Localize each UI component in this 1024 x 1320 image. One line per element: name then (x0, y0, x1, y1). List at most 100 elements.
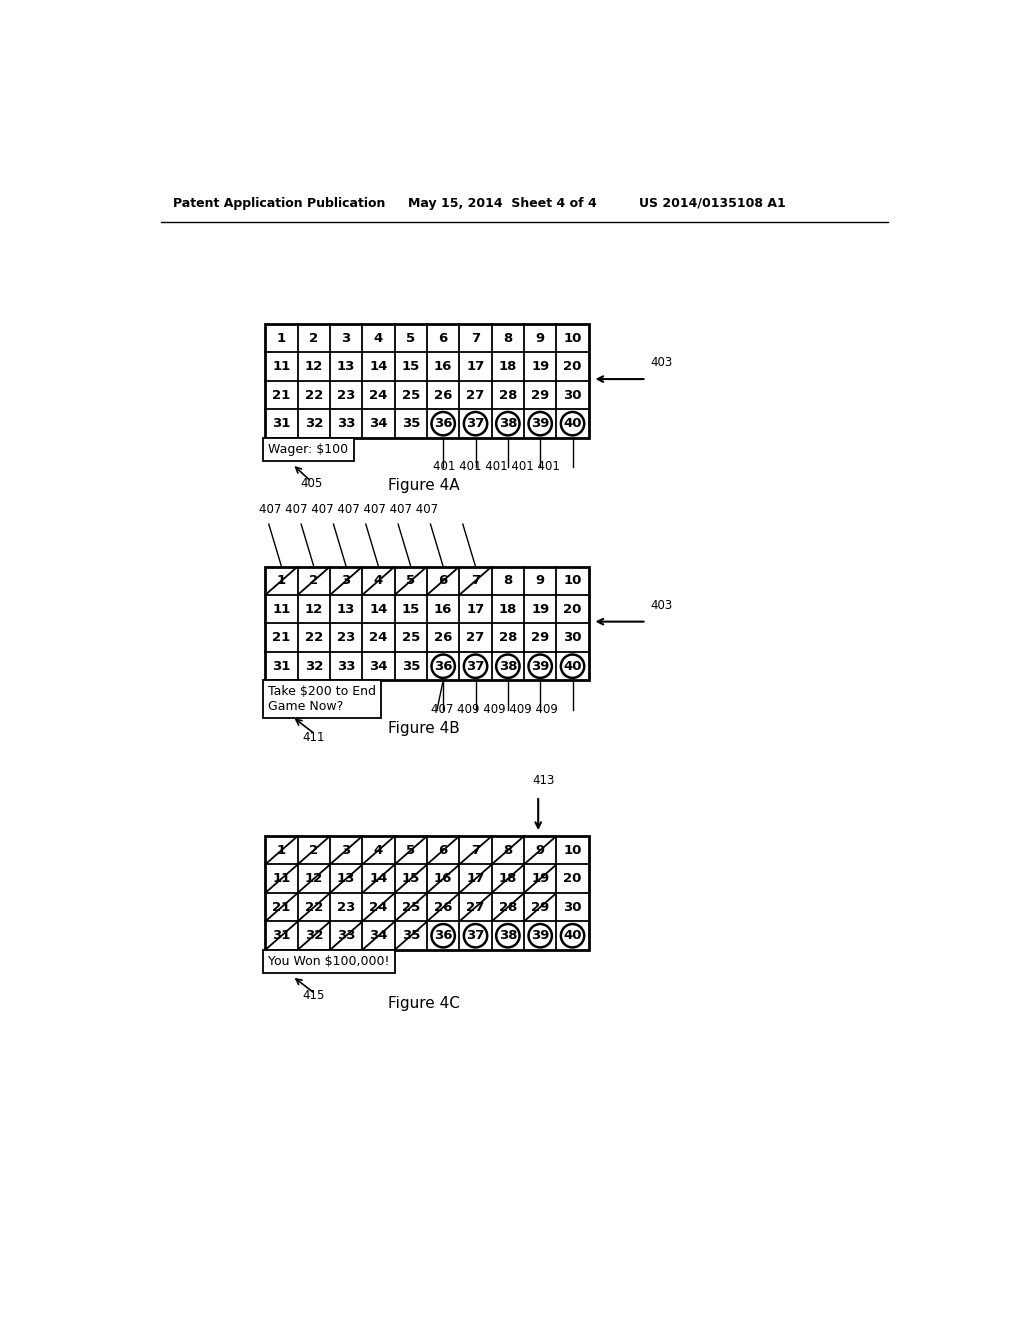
Text: 19: 19 (531, 873, 549, 886)
Text: Wager: $100: Wager: $100 (268, 442, 348, 455)
Text: 403: 403 (650, 598, 673, 611)
Text: 29: 29 (531, 900, 549, 913)
Text: 34: 34 (370, 929, 388, 942)
Text: 26: 26 (434, 631, 453, 644)
Circle shape (431, 412, 455, 436)
Text: 12: 12 (305, 360, 323, 374)
Text: 39: 39 (531, 417, 550, 430)
Bar (265, 836, 589, 950)
Text: 5: 5 (407, 843, 416, 857)
Text: 18: 18 (499, 360, 517, 374)
Text: 31: 31 (272, 660, 291, 673)
Bar (265, 836, 589, 950)
Text: 38: 38 (499, 417, 517, 430)
Text: Patent Application Publication: Patent Application Publication (173, 197, 385, 210)
Circle shape (497, 924, 519, 948)
Text: 17: 17 (466, 873, 484, 886)
Text: 9: 9 (536, 574, 545, 587)
Text: 4: 4 (374, 331, 383, 345)
Text: 26: 26 (434, 388, 453, 401)
Text: 15: 15 (401, 603, 420, 615)
Text: 13: 13 (337, 603, 355, 615)
Text: May 15, 2014  Sheet 4 of 4: May 15, 2014 Sheet 4 of 4 (408, 197, 597, 210)
Text: Figure 4C: Figure 4C (388, 995, 460, 1011)
Text: 6: 6 (438, 574, 447, 587)
Text: 15: 15 (401, 360, 420, 374)
Text: 30: 30 (563, 631, 582, 644)
Circle shape (431, 655, 455, 678)
Text: 32: 32 (304, 660, 323, 673)
Text: 36: 36 (434, 660, 453, 673)
Text: 8: 8 (503, 331, 512, 345)
Text: 407 409 409 409 409: 407 409 409 409 409 (431, 702, 558, 715)
Text: 16: 16 (434, 873, 453, 886)
Text: 24: 24 (370, 388, 388, 401)
Text: 21: 21 (272, 900, 291, 913)
Text: Take $200 to End
Game Now?: Take $200 to End Game Now? (268, 685, 377, 713)
Text: 7: 7 (471, 574, 480, 587)
Text: 37: 37 (466, 929, 484, 942)
Text: 405: 405 (300, 478, 323, 490)
Text: 14: 14 (370, 603, 388, 615)
Text: 11: 11 (272, 360, 291, 374)
Circle shape (497, 655, 519, 678)
Text: 24: 24 (370, 631, 388, 644)
Text: 407 407 407 407 407 407 407: 407 407 407 407 407 407 407 (259, 503, 438, 516)
Text: 17: 17 (466, 360, 484, 374)
Text: 25: 25 (401, 631, 420, 644)
Text: 25: 25 (401, 900, 420, 913)
Text: 23: 23 (337, 900, 355, 913)
Text: 27: 27 (466, 900, 484, 913)
Text: Figure 4A: Figure 4A (388, 478, 460, 494)
Text: 29: 29 (531, 388, 549, 401)
Text: 40: 40 (563, 929, 582, 942)
Text: 2: 2 (309, 574, 318, 587)
Text: 1: 1 (276, 843, 286, 857)
Text: 401 401 401 401 401: 401 401 401 401 401 (433, 461, 560, 474)
Bar (265, 323, 589, 438)
Text: 1: 1 (276, 574, 286, 587)
Circle shape (561, 924, 585, 948)
Text: 40: 40 (563, 660, 582, 673)
Text: 9: 9 (536, 331, 545, 345)
Text: 20: 20 (563, 873, 582, 886)
Text: 38: 38 (499, 929, 517, 942)
Text: 12: 12 (305, 873, 323, 886)
Text: 32: 32 (304, 929, 323, 942)
Text: 37: 37 (466, 417, 484, 430)
Text: 13: 13 (337, 360, 355, 374)
Text: 28: 28 (499, 388, 517, 401)
Text: 17: 17 (466, 603, 484, 615)
Circle shape (431, 924, 455, 948)
Circle shape (561, 655, 585, 678)
Text: 7: 7 (471, 331, 480, 345)
Text: 29: 29 (531, 631, 549, 644)
Text: 8: 8 (503, 843, 512, 857)
Text: 18: 18 (499, 873, 517, 886)
Text: 5: 5 (407, 331, 416, 345)
Text: 39: 39 (531, 929, 550, 942)
Text: 18: 18 (499, 603, 517, 615)
Text: 22: 22 (305, 900, 323, 913)
Circle shape (528, 655, 552, 678)
Text: 31: 31 (272, 929, 291, 942)
Text: 37: 37 (466, 660, 484, 673)
Text: 10: 10 (563, 331, 582, 345)
Text: 6: 6 (438, 843, 447, 857)
Text: 27: 27 (466, 388, 484, 401)
Text: 5: 5 (407, 574, 416, 587)
Text: 3: 3 (342, 574, 351, 587)
Text: 33: 33 (337, 417, 355, 430)
Text: 12: 12 (305, 603, 323, 615)
Text: 10: 10 (563, 574, 582, 587)
Text: 8: 8 (503, 574, 512, 587)
Text: 13: 13 (337, 873, 355, 886)
Text: Figure 4B: Figure 4B (388, 721, 460, 735)
Text: 40: 40 (563, 417, 582, 430)
Text: 21: 21 (272, 388, 291, 401)
Text: 30: 30 (563, 388, 582, 401)
Text: 11: 11 (272, 603, 291, 615)
Text: 415: 415 (302, 989, 325, 1002)
Text: 411: 411 (302, 730, 325, 743)
Text: 14: 14 (370, 360, 388, 374)
